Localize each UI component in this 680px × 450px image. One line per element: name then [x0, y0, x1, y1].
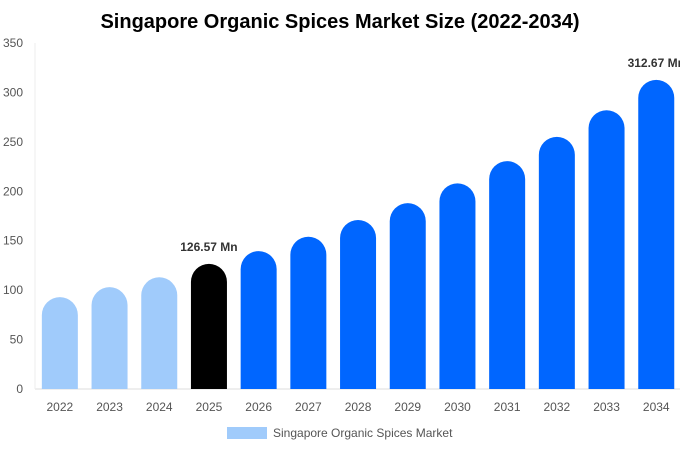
y-tick-label: 300	[3, 85, 23, 99]
x-tick-label: 2028	[345, 400, 372, 414]
y-tick-label: 350	[3, 36, 23, 50]
x-tick-label: 2027	[295, 400, 322, 414]
y-tick-label: 200	[3, 184, 23, 198]
bar-2022[interactable]	[41, 297, 78, 389]
bar-2025[interactable]	[190, 263, 227, 389]
y-tick-label: 250	[3, 135, 23, 149]
data-label: 126.57 Mn	[180, 240, 237, 254]
x-tick-label: 2025	[196, 400, 223, 414]
x-tick-label: 2026	[245, 400, 272, 414]
bar-2034[interactable]	[638, 79, 675, 389]
x-tick-label: 2031	[494, 400, 521, 414]
x-tick-label: 2029	[394, 400, 421, 414]
bar-2027[interactable]	[290, 236, 327, 389]
x-tick-label: 2033	[593, 400, 620, 414]
x-tick-label: 2022	[46, 400, 73, 414]
x-tick-label: 2034	[643, 400, 670, 414]
bar-2026[interactable]	[240, 251, 277, 389]
legend-label[interactable]: Singapore Organic Spices Market	[273, 426, 453, 440]
bar-2031[interactable]	[489, 161, 526, 389]
y-tick-label: 0	[16, 382, 23, 396]
x-tick-label: 2023	[96, 400, 123, 414]
legend-swatch[interactable]	[227, 427, 267, 439]
x-tick-label: 2024	[146, 400, 173, 414]
bar-2032[interactable]	[538, 136, 575, 389]
x-tick-label: 2032	[543, 400, 570, 414]
bar-2033[interactable]	[588, 110, 625, 390]
chart-title: Singapore Organic Spices Market Size (20…	[100, 11, 579, 33]
bar-2030[interactable]	[439, 183, 476, 389]
y-tick-label: 100	[3, 283, 23, 297]
bar-2024[interactable]	[141, 277, 178, 389]
bar-2029[interactable]	[389, 203, 426, 389]
bar-2028[interactable]	[340, 219, 377, 389]
x-tick-label: 2030	[444, 400, 471, 414]
y-tick-label: 50	[10, 333, 24, 347]
data-label: 312.67 Mn	[628, 56, 680, 70]
y-tick-label: 150	[3, 234, 23, 248]
bar-2023[interactable]	[91, 287, 128, 389]
